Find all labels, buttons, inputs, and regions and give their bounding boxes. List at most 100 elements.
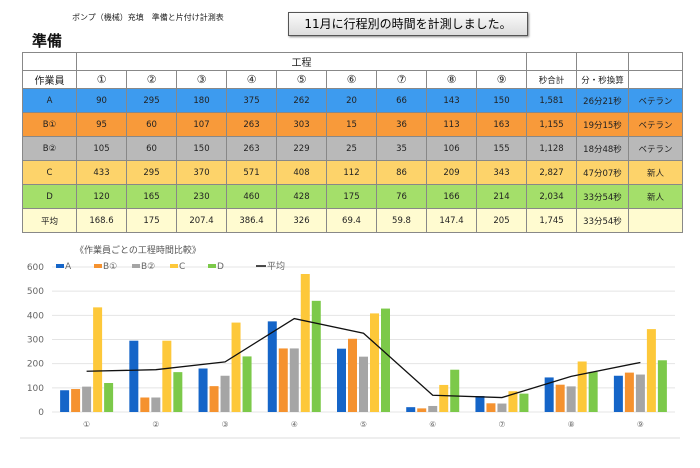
table-cell[interactable]: 343 [476,160,527,185]
table-cell[interactable]: 33分54秒 [576,184,629,209]
table-cell[interactable]: D [22,184,77,209]
table-cell[interactable] [628,208,683,233]
table-cell[interactable]: 175 [326,184,377,209]
table-cell[interactable]: 2,034 [526,184,577,209]
table-cell[interactable]: 166 [426,184,477,209]
table-cell[interactable]: 107 [176,112,227,137]
table-cell[interactable]: 60 [126,136,177,161]
note-textbox[interactable]: 11月に行程別の時間を計測しました。 [288,12,528,36]
table-cell[interactable]: 105 [76,136,127,161]
table-cell[interactable]: 33分54秒 [576,208,629,233]
column-header: 作業員 [22,70,77,89]
legend-swatch [56,264,64,268]
table-cell[interactable]: 90 [76,88,127,113]
table-cell[interactable]: 147.4 [426,208,477,233]
table-cell[interactable]: 180 [176,88,227,113]
table-cell[interactable]: 1,128 [526,136,577,161]
table-cell[interactable]: 1,581 [526,88,577,113]
table-cell[interactable]: 15 [326,112,377,137]
table-cell[interactable]: 平均 [22,208,77,233]
table-cell[interactable]: 18分48秒 [576,136,629,161]
table-cell[interactable]: 175 [126,208,177,233]
table-cell[interactable]: 428 [276,184,327,209]
table-cell[interactable]: 新人 [628,160,683,185]
table-cell[interactable]: 165 [126,184,177,209]
table-cell[interactable]: 150 [176,136,227,161]
bar-B② [635,374,645,412]
bar-D [657,360,667,412]
bar-B① [555,384,565,412]
table-cell[interactable]: 143 [426,88,477,113]
table-cell[interactable]: 214 [476,184,527,209]
y-tick-label: 600 [27,263,44,273]
table-cell[interactable]: 207.4 [176,208,227,233]
bar-B② [151,397,161,412]
table-cell[interactable]: 86 [376,160,427,185]
table-cell[interactable]: 295 [126,88,177,113]
table-cell[interactable]: 66 [376,88,427,113]
table-cell[interactable]: 571 [226,160,277,185]
table-cell[interactable]: 230 [176,184,227,209]
table-cell[interactable]: 408 [276,160,327,185]
table-cell[interactable]: 20 [326,88,377,113]
table-cell[interactable]: 1,745 [526,208,577,233]
table-cell[interactable]: 209 [426,160,477,185]
table-cell[interactable]: 47分07秒 [576,160,629,185]
table-cell[interactable]: 60 [126,112,177,137]
table-cell[interactable]: B② [22,136,77,161]
table-cell[interactable]: 1,155 [526,112,577,137]
table-cell[interactable]: 386.4 [226,208,277,233]
table-cell[interactable]: 168.6 [76,208,127,233]
table-cell[interactable]: 150 [476,88,527,113]
y-tick-label: 500 [27,287,44,297]
bar-C [508,391,518,412]
bar-D [519,393,529,412]
table-cell[interactable]: 263 [226,136,277,161]
x-tick-label: ⑥ [429,420,436,429]
table-cell[interactable]: 35 [376,136,427,161]
table-cell[interactable]: B① [22,112,77,137]
table-cell[interactable]: ベテラン [628,112,683,137]
table-cell[interactable]: 25 [326,136,377,161]
table-cell[interactable]: 113 [426,112,477,137]
table-cell[interactable]: 155 [476,136,527,161]
x-tick-label: ② [152,420,159,429]
table-cell[interactable]: 460 [226,184,277,209]
legend-swatch [208,264,216,268]
table-cell[interactable]: 205 [476,208,527,233]
table-cell[interactable]: 112 [326,160,377,185]
table-cell[interactable]: 120 [76,184,127,209]
table-cell[interactable]: 263 [226,112,277,137]
table-cell[interactable]: ベテラン [628,88,683,113]
table-cell[interactable]: 19分15秒 [576,112,629,137]
table-cell[interactable]: ベテラン [628,136,683,161]
table-cell[interactable]: 229 [276,136,327,161]
table-cell[interactable]: 26分21秒 [576,88,629,113]
table-cell[interactable]: 375 [226,88,277,113]
column-header: ⑥ [326,70,377,89]
table-cell[interactable]: 370 [176,160,227,185]
table-cell[interactable]: 59.8 [376,208,427,233]
table-cell[interactable]: 新人 [628,184,683,209]
table-cell[interactable]: 433 [76,160,127,185]
table-cell[interactable]: A [22,88,77,113]
bar-B① [209,386,219,412]
table-cell[interactable]: 2,827 [526,160,577,185]
table-cell[interactable]: C [22,160,77,185]
table-cell[interactable]: 326 [276,208,327,233]
bar-B② [220,375,230,412]
bar-C [646,329,656,412]
table-cell[interactable]: 262 [276,88,327,113]
table-cell[interactable]: 95 [76,112,127,137]
table-cell[interactable]: 36 [376,112,427,137]
table-cell[interactable]: 295 [126,160,177,185]
table-row: 平均 168.6 175 207.4 386.4 326 69.4 59.8 147.4 205 1… [22,208,683,233]
table-cell[interactable]: 163 [476,112,527,137]
table-cell[interactable]: 69.4 [326,208,377,233]
table-cell[interactable]: 106 [426,136,477,161]
legend-label: A [65,262,72,272]
table-cell[interactable]: 303 [276,112,327,137]
sheet-subtitle: ポンプ（機械）充填 準備と片付け計測表 [72,13,224,22]
legend-label: D [217,262,224,272]
table-cell[interactable]: 76 [376,184,427,209]
